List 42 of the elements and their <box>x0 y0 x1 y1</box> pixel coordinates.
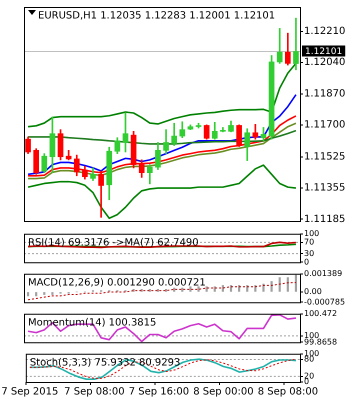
bar <box>26 292 30 296</box>
y-tick-label: 1.11700 <box>304 119 346 130</box>
y-tick-label: 30 <box>304 248 314 258</box>
bar <box>214 286 216 292</box>
chart-title: EURUSD,H1 1.12035 1.12283 1.12001 1.12101 <box>38 10 276 22</box>
x-tick-label: 8 Sep 00:00 <box>193 386 254 398</box>
chart-title: Momentum(14) 100.3815 <box>28 317 156 328</box>
y-tick-label: 100 <box>304 330 320 340</box>
x-tick-label: 7 Sep 08:00 <box>64 386 125 398</box>
bar <box>278 277 281 292</box>
y-tick-label: 100 <box>304 228 320 238</box>
bar <box>246 285 248 292</box>
bar <box>156 289 160 292</box>
y-tick-label: 1.11355 <box>304 182 346 194</box>
y-tick-label: 0.00 <box>304 287 322 296</box>
y-tick-label: 1.12040 <box>304 57 346 68</box>
y-tick-label: 1.11185 <box>304 214 346 225</box>
y-tick-label: 0.001389 <box>304 268 342 278</box>
bar <box>43 292 46 295</box>
bar <box>35 292 38 296</box>
bar <box>173 288 176 292</box>
y-tick-label: 100.472 <box>304 308 338 318</box>
bar <box>164 289 168 292</box>
bar <box>294 274 298 292</box>
x-tick-label: 7 Sep 2015 <box>1 386 58 398</box>
bar <box>286 277 289 292</box>
x-tick-label: 8 Sep 08:00 <box>258 386 318 398</box>
bar <box>51 292 54 295</box>
y-tick-label: 70 <box>304 237 314 246</box>
bar <box>230 285 232 292</box>
bar <box>181 288 184 292</box>
bar <box>238 285 240 292</box>
y-tick-label: -0.000785 <box>304 297 346 306</box>
y-tick-label: 99.8658 <box>304 337 338 346</box>
y-tick-label: 0 <box>304 257 310 266</box>
bar <box>222 285 224 292</box>
y-tick-label: 1.11525 <box>304 152 346 163</box>
y-tick-label: 1.12210 <box>304 26 346 38</box>
chart-title: MACD(12,26,9) 0.001290 0.000721 <box>28 277 206 288</box>
ref-line-label: 1.12101 <box>305 46 342 57</box>
y-tick-label: 1.11870 <box>304 88 346 100</box>
x-tick-label: 7 Sep 16:00 <box>128 386 190 398</box>
